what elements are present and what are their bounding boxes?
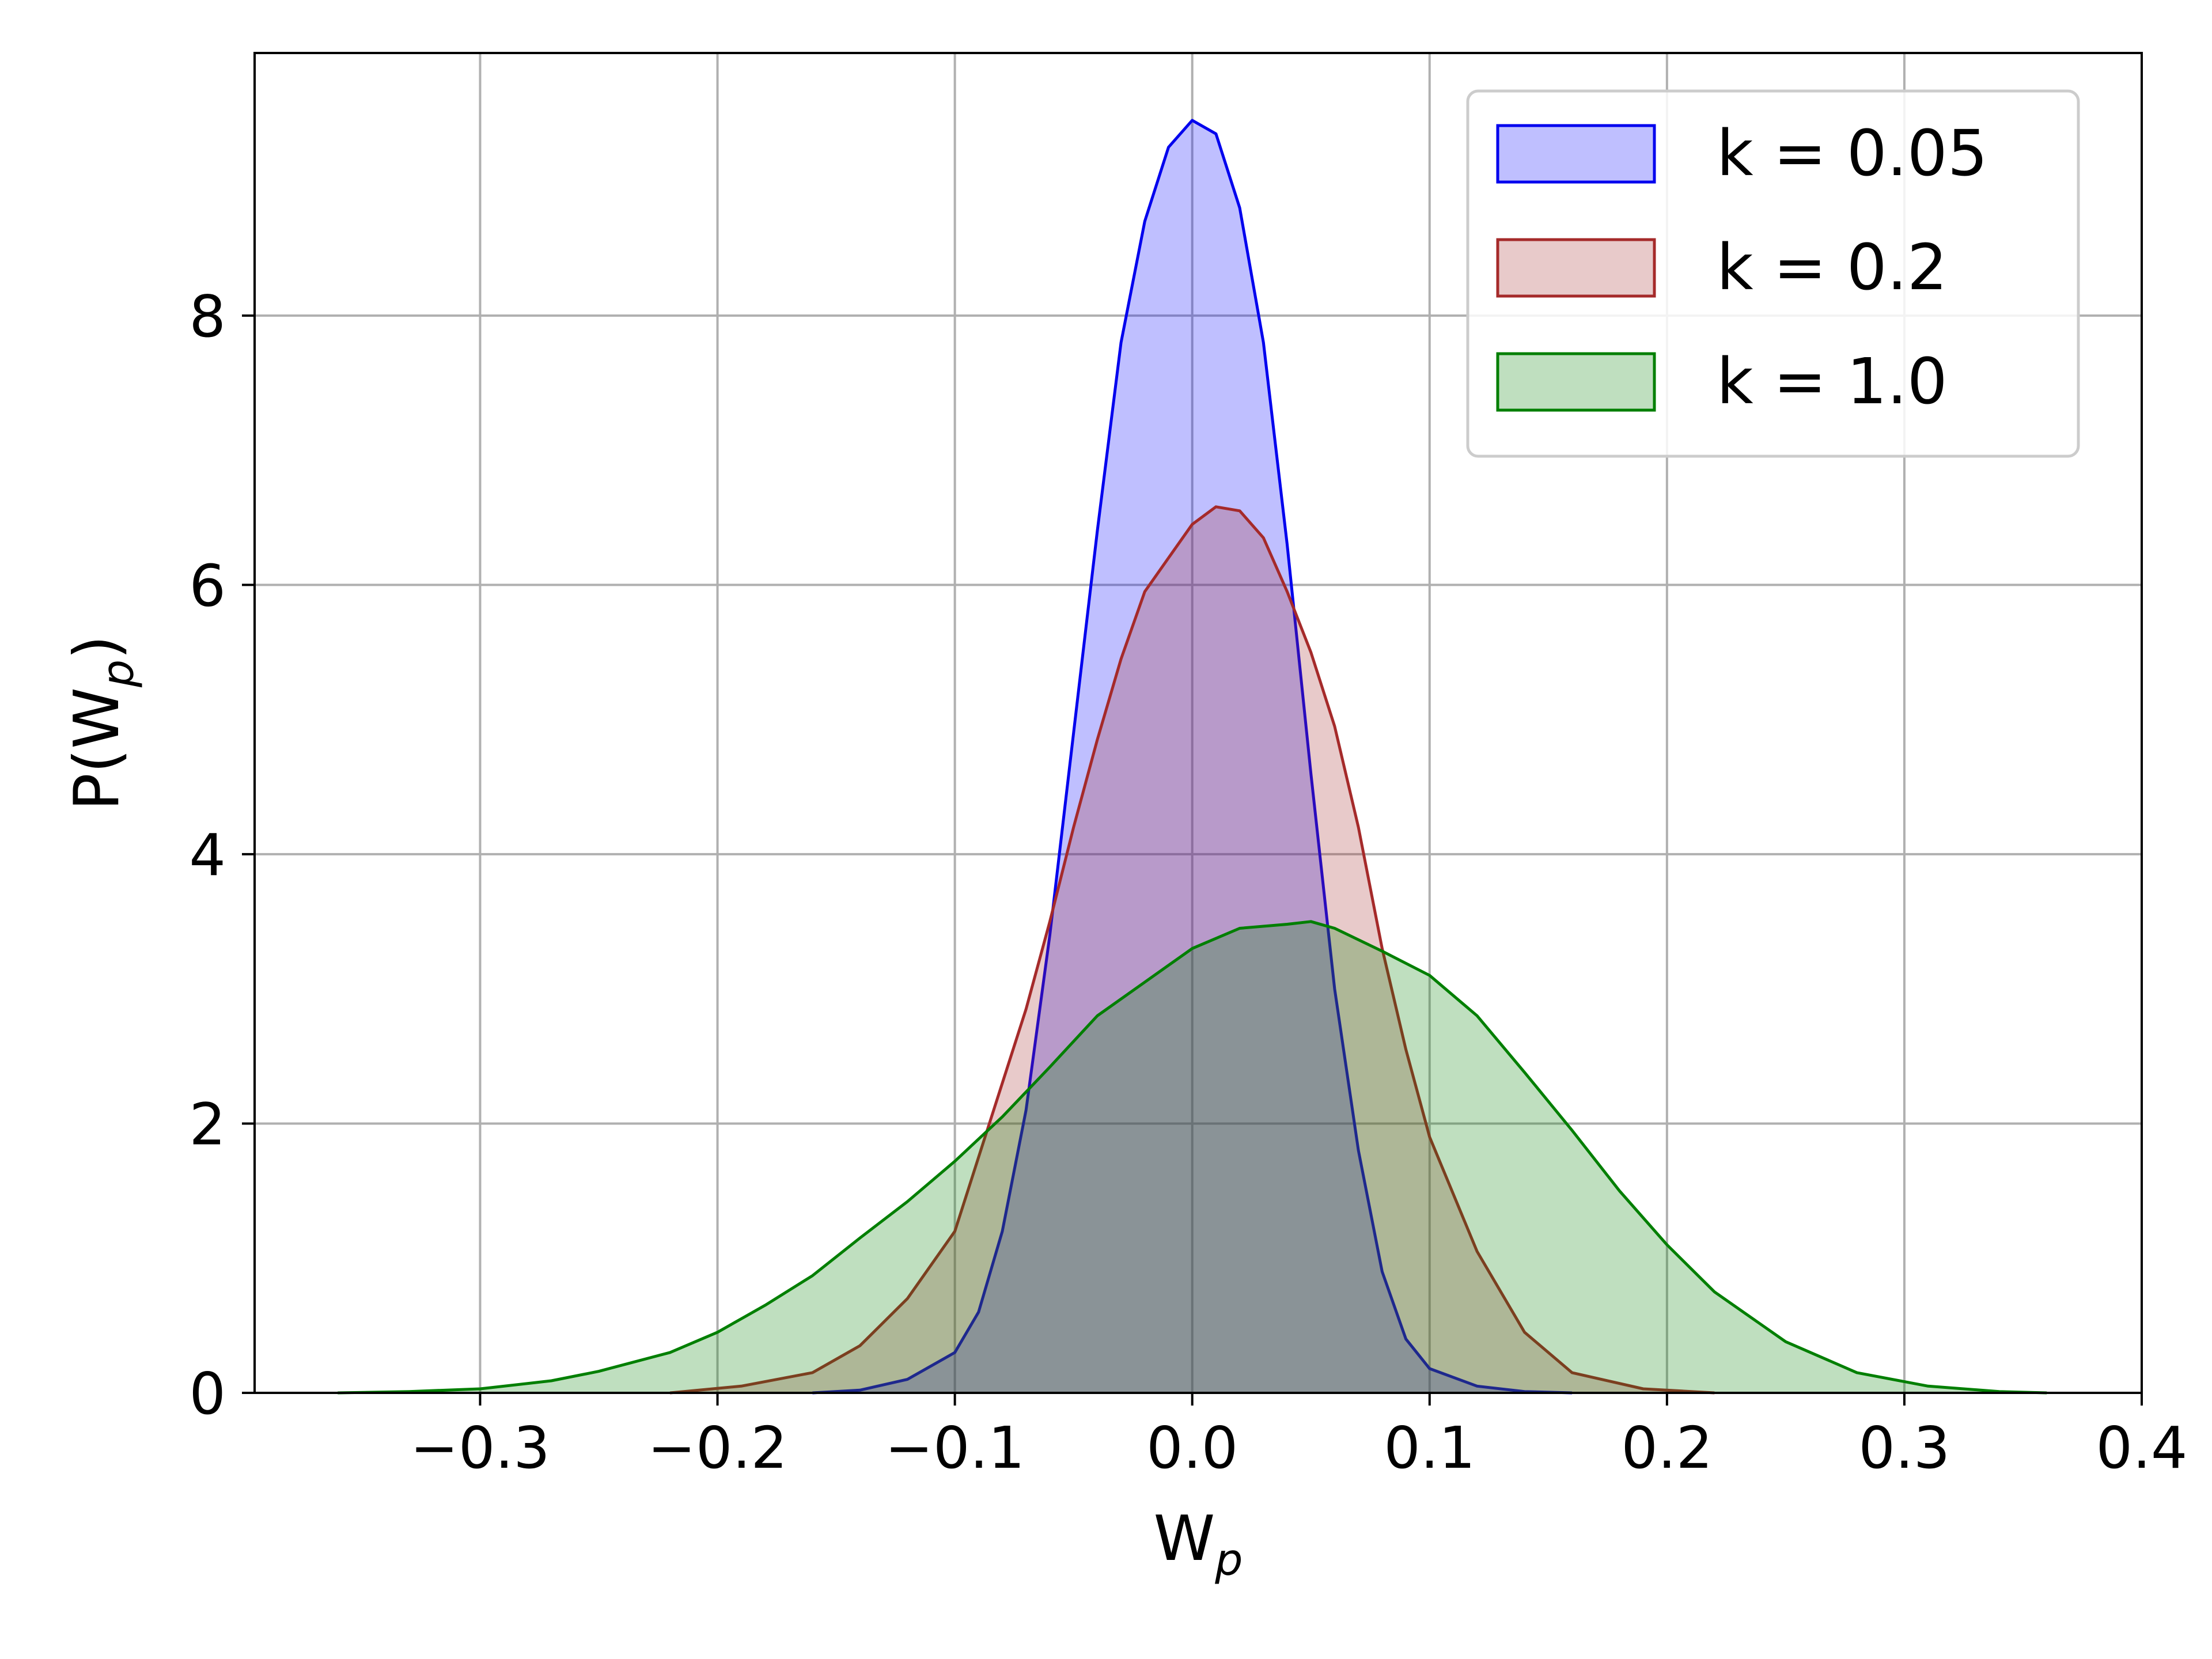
series-0-fill: [812, 120, 1572, 1393]
x-tick-label: 0.1: [1384, 1414, 1475, 1482]
series-areas: [338, 119, 2047, 1395]
legend: k = 0.05 k = 0.2 k = 1.0: [1466, 89, 2080, 458]
legend-label-0: k = 0.05: [1717, 116, 1988, 190]
x-tick-label: −0.3: [410, 1414, 550, 1482]
x-axis-label: Wp: [1153, 1503, 1243, 1585]
x-tick-label: −0.2: [647, 1414, 787, 1482]
y-tick-label: 0: [189, 1360, 226, 1427]
series-2-fill: [338, 921, 2047, 1393]
legend-label-1: k = 0.2: [1717, 230, 1948, 304]
x-tick-label: 0.0: [1146, 1414, 1238, 1482]
y-tick-label: 8: [189, 283, 226, 350]
y-tick-label: 6: [189, 552, 226, 619]
legend-swatch-2: [1496, 352, 1656, 412]
x-tick-label: 0.2: [1621, 1414, 1713, 1482]
y-axis-label: P(Wp): [61, 635, 143, 810]
series-0-line: [812, 119, 1573, 1395]
axis-ticks: −0.3 −0.2 −0.1 0.0 0.1 0.2 0.3 0.4 0 2 4 6 8: [189, 283, 2187, 1482]
x-tick-label: 0.4: [2096, 1414, 2187, 1482]
x-tick-label: 0.3: [1858, 1414, 1950, 1482]
y-tick-label: 4: [189, 821, 226, 889]
legend-swatch-1: [1496, 238, 1656, 298]
series-2-line: [338, 920, 2047, 1395]
legend-swatch-0: [1496, 124, 1656, 184]
plot-frame: [253, 52, 2143, 1394]
legend-label-2: k = 1.0: [1717, 344, 1948, 418]
x-tick-label: −0.1: [885, 1414, 1025, 1482]
y-tick-label: 2: [189, 1090, 226, 1158]
series-1-line: [669, 505, 1715, 1395]
